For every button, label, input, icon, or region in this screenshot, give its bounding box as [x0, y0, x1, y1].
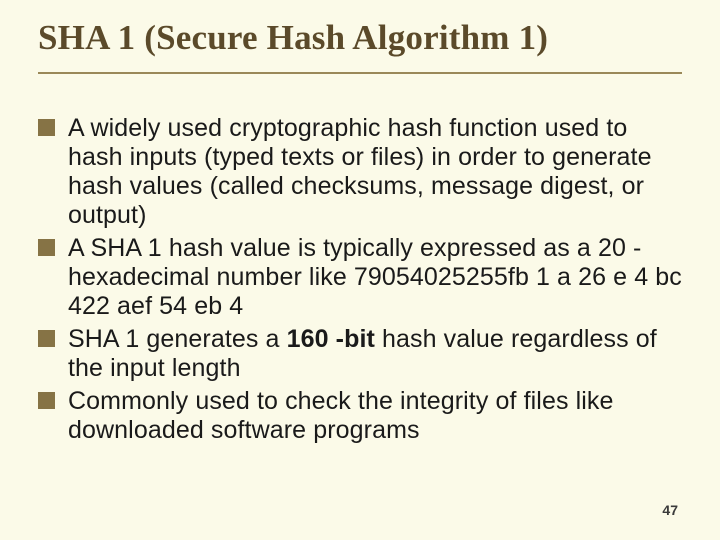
square-bullet-icon — [38, 239, 55, 256]
bullet-text: A widely used cryptographic hash functio… — [68, 114, 652, 229]
slide: SHA 1 (Secure Hash Algorithm 1) A widely… — [0, 0, 720, 540]
square-bullet-icon — [38, 392, 55, 409]
list-item: A SHA 1 hash value is typically expresse… — [38, 234, 682, 321]
list-item: SHA 1 generates a 160 -bit hash value re… — [38, 325, 682, 383]
slide-title: SHA 1 (Secure Hash Algorithm 1) — [38, 18, 682, 74]
bullet-text: A SHA 1 hash value is typically expresse… — [68, 234, 682, 320]
bullet-text: SHA 1 generates a 160 -bit hash value re… — [68, 325, 657, 382]
bullet-list: A widely used cryptographic hash functio… — [38, 114, 682, 445]
list-item: Commonly used to check the integrity of … — [38, 387, 682, 445]
list-item: A widely used cryptographic hash functio… — [38, 114, 682, 230]
square-bullet-icon — [38, 330, 55, 347]
bullet-text: Commonly used to check the integrity of … — [68, 387, 614, 444]
square-bullet-icon — [38, 119, 55, 136]
page-number: 47 — [662, 502, 678, 518]
